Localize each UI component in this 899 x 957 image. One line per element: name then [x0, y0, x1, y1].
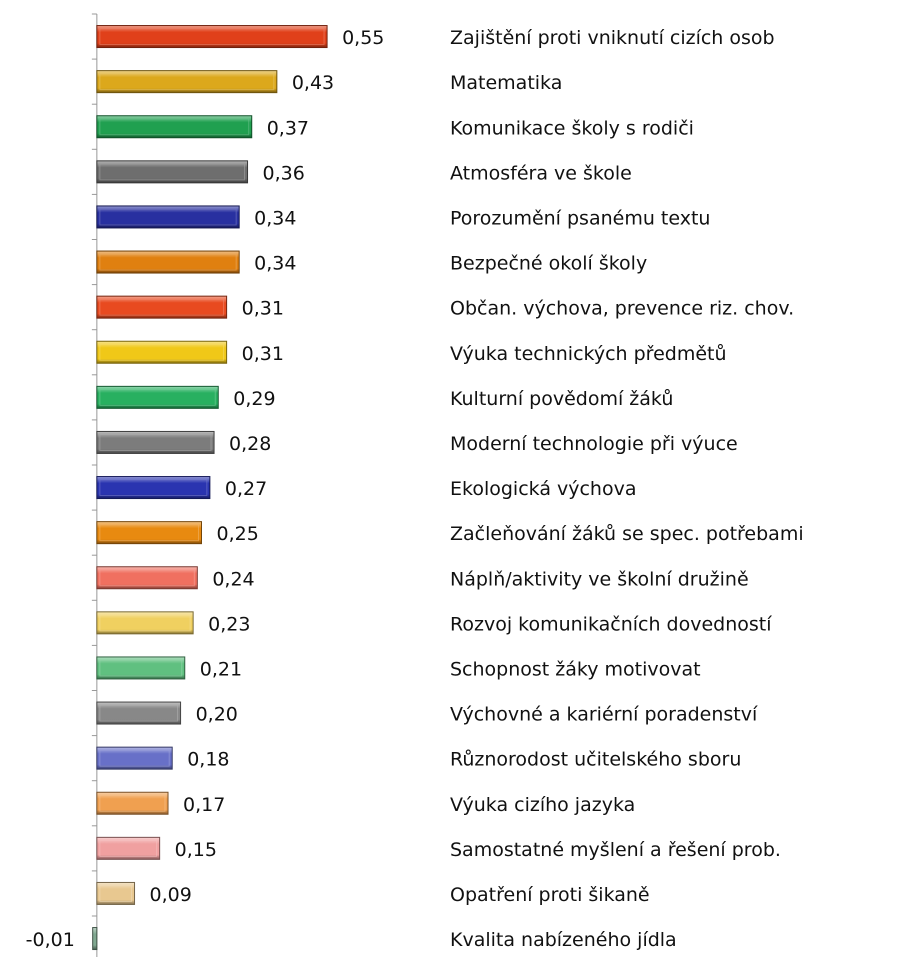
bar-bevel: [99, 479, 208, 497]
bar: [96, 70, 278, 94]
bar-bevel: [99, 659, 183, 677]
bar: [96, 791, 169, 815]
bar: [96, 656, 186, 680]
value-label: 0,36: [263, 162, 305, 184]
category-label: Začleňování žáků se spec. potřebami: [450, 523, 804, 545]
bar-bevel: [99, 433, 212, 451]
bar: [96, 340, 228, 364]
bar: [96, 881, 136, 905]
value-label: 0,29: [233, 388, 275, 410]
bar-bevel: [99, 614, 191, 632]
bar-bevel: [99, 163, 246, 181]
bar-bevel: [99, 388, 216, 406]
category-label: Výuka technických předmětů: [450, 343, 727, 365]
category-label: Občan. výchova, prevence riz. chov.: [450, 298, 794, 320]
value-label: 0,31: [242, 343, 284, 365]
bar: [92, 927, 98, 951]
value-label: 0,20: [196, 704, 238, 726]
value-label: 0,15: [175, 839, 217, 861]
category-label: Kulturní povědomí žáků: [450, 388, 673, 410]
category-label: Náplň/aktivity ve školní družině: [450, 568, 749, 590]
value-label: -0,01: [26, 929, 75, 951]
category-label: Samostatné myšlení a řešení prob.: [450, 839, 781, 861]
bar: [96, 611, 194, 635]
category-label: Matematika: [450, 72, 562, 94]
category-label: Komunikace školy s rodiči: [450, 117, 694, 139]
value-label: 0,24: [212, 568, 254, 590]
category-label: Kvalita nabízeného jídla: [450, 929, 677, 951]
bar-bevel: [99, 704, 179, 722]
bar: [96, 250, 240, 274]
value-label: 0,34: [254, 207, 296, 229]
bar-bevel: [99, 253, 237, 271]
bar: [96, 701, 182, 725]
value-label: 0,09: [150, 884, 192, 906]
category-label: Rozvoj komunikačních dovedností: [450, 613, 772, 635]
bar-bevel: [99, 569, 195, 587]
value-label: 0,25: [217, 523, 259, 545]
bar: [96, 25, 328, 49]
category-label: Opatření proti šikaně: [450, 884, 650, 906]
value-label: 0,17: [183, 794, 225, 816]
category-label: Moderní technologie při výuce: [450, 433, 738, 455]
category-label: Atmosféra ve škole: [450, 162, 632, 184]
bar-bevel: [99, 884, 133, 902]
bar-bevel: [99, 794, 166, 812]
category-label: Zajištění proti vniknutí cizích osob: [450, 27, 775, 49]
category-label: Výchovné a kariérní poradenství: [450, 704, 758, 726]
bar-bevel: [99, 73, 275, 91]
bar-bevel: [99, 839, 158, 857]
bar-bevel: [99, 118, 250, 136]
category-label: Porozumění psanému textu: [450, 207, 710, 229]
category-label: Schopnost žáky motivovat: [450, 658, 701, 680]
bar: [96, 160, 249, 184]
value-label: 0,31: [242, 298, 284, 320]
bar-bevel: [99, 524, 199, 542]
bar-bevel: [99, 343, 225, 361]
bar-bevel: [99, 749, 170, 767]
bar: [96, 205, 240, 229]
bar-bevel: [99, 208, 237, 226]
bar: [96, 295, 228, 319]
bar: [96, 746, 173, 770]
bar: [96, 521, 202, 545]
bar: [96, 476, 211, 500]
value-label: 0,21: [200, 658, 242, 680]
value-label: 0,37: [267, 117, 309, 139]
bar-bevel: [99, 298, 225, 316]
category-label: Různorodost učitelského sboru: [450, 749, 741, 771]
bar: [96, 385, 219, 409]
category-label: Bezpečné okolí školy: [450, 253, 647, 275]
bar: [96, 115, 253, 139]
value-label: 0,23: [208, 613, 250, 635]
bar: [96, 836, 161, 860]
bar: [96, 566, 198, 590]
value-label: 0,55: [342, 27, 384, 49]
value-label: 0,34: [254, 253, 296, 275]
category-label: Ekologická výchova: [450, 478, 636, 500]
value-label: 0,18: [187, 749, 229, 771]
value-label: 0,27: [225, 478, 267, 500]
value-label: 0,28: [229, 433, 271, 455]
category-label: Výuka cizího jazyka: [450, 794, 635, 816]
bar: [96, 430, 215, 454]
value-label: 0,43: [292, 72, 334, 94]
bar-bevel: [99, 28, 325, 46]
